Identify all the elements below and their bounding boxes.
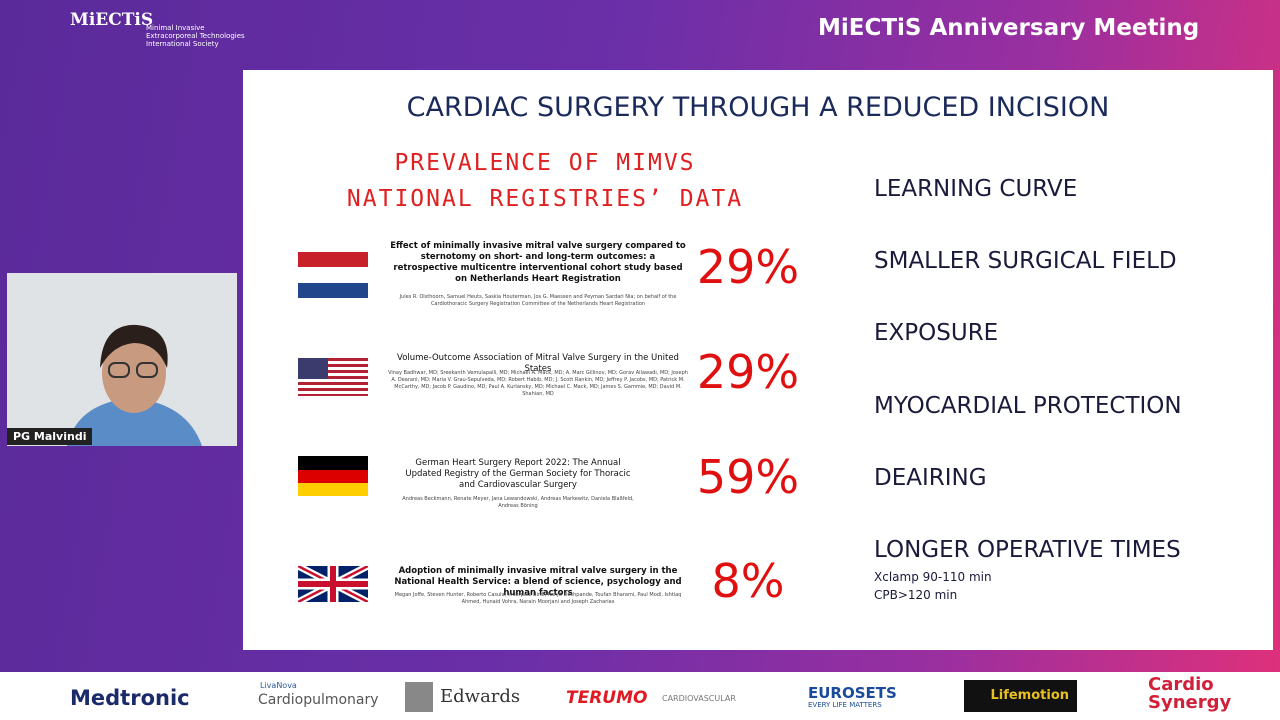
- factor: SMALLER SURGICAL FIELD: [874, 248, 1177, 274]
- factor: MYOCARDIAL PROTECTION: [874, 393, 1182, 419]
- study-rate: 29%: [696, 240, 800, 294]
- sponsor: Cardio: [1148, 674, 1214, 695]
- study-title: Volume-Outcome Association of Mitral Val…: [397, 353, 679, 374]
- sponsor: EVERY LIFE MATTERS: [808, 701, 882, 709]
- slide-title: CARDIAC SURGERY THROUGH A REDUCED INCISI…: [406, 92, 1110, 123]
- flag-germany: [298, 456, 368, 496]
- speaker-image: [7, 273, 237, 446]
- speaker-video: [7, 273, 237, 446]
- study-title: Effect of minimally invasive mitral valv…: [390, 241, 686, 284]
- slide: CARDIAC SURGERY THROUGH A REDUCED INCISI…: [243, 70, 1273, 650]
- study-rate: 8%: [711, 554, 785, 608]
- flag-uk: [298, 566, 368, 602]
- factor: DEAIRING: [874, 465, 987, 491]
- factor-note: CPB>120 min: [874, 588, 958, 602]
- factor: LONGER OPERATIVE TIMES: [874, 537, 1181, 563]
- logo-line: International Society: [146, 40, 219, 48]
- logo: MiECTiS: [70, 10, 154, 30]
- study-rate: 59%: [696, 450, 800, 504]
- study-authors: Jules R. Olsthoorn, Samuel Heuts, Saskia…: [399, 294, 677, 307]
- sponsor: Lifemotion: [964, 680, 1077, 712]
- study-rate: 29%: [696, 345, 800, 399]
- study-authors: Vinay Badhwar, MD; Sreekanth Vemulapalli…: [388, 370, 688, 397]
- logo-line: Extracorporeal Technologies: [146, 32, 245, 40]
- flag-usa: [298, 358, 368, 396]
- sponsor: TERUMO: [566, 688, 648, 708]
- event-title: MiECTiS Anniversary Meeting: [818, 15, 1200, 41]
- slide-subtitle: PREVALENCE OF MIMVS: [394, 150, 696, 176]
- sponsor: Medtronic: [70, 686, 190, 710]
- sponsor: Edwards: [440, 686, 521, 707]
- sponsor: EUROSETS: [808, 684, 897, 702]
- sponsor: CARDIOVASCULAR: [662, 694, 736, 703]
- sponsor-bar: Medtronic LivaNova Cardiopulmonary Edwar…: [0, 672, 1280, 720]
- factor: EXPOSURE: [874, 320, 999, 346]
- flag-netherlands: [298, 252, 368, 298]
- study-authors: Andreas Beckmann, Renate Meyer, Jana Lew…: [402, 496, 634, 509]
- speaker-name: PG Malvindi: [7, 428, 93, 445]
- study-title: Adoption of minimally invasive mitral va…: [394, 566, 682, 598]
- sponsor: LivaNova: [260, 681, 297, 690]
- logo-line: Minimal Invasive: [146, 24, 205, 32]
- edwards-icon: [405, 682, 433, 712]
- factor-note: Xclamp 90-110 min: [874, 570, 992, 584]
- study-title: German Heart Surgery Report 2022: The An…: [405, 458, 631, 490]
- study-authors: Megan Joffe, Steven Hunter, Roberto Casu…: [394, 592, 682, 605]
- slide-subtitle: NATIONAL REGISTRIES’ DATA: [346, 186, 744, 212]
- sponsor: Cardiopulmonary: [258, 692, 379, 708]
- factor: LEARNING CURVE: [874, 176, 1078, 202]
- sponsor: Synergy: [1148, 692, 1232, 713]
